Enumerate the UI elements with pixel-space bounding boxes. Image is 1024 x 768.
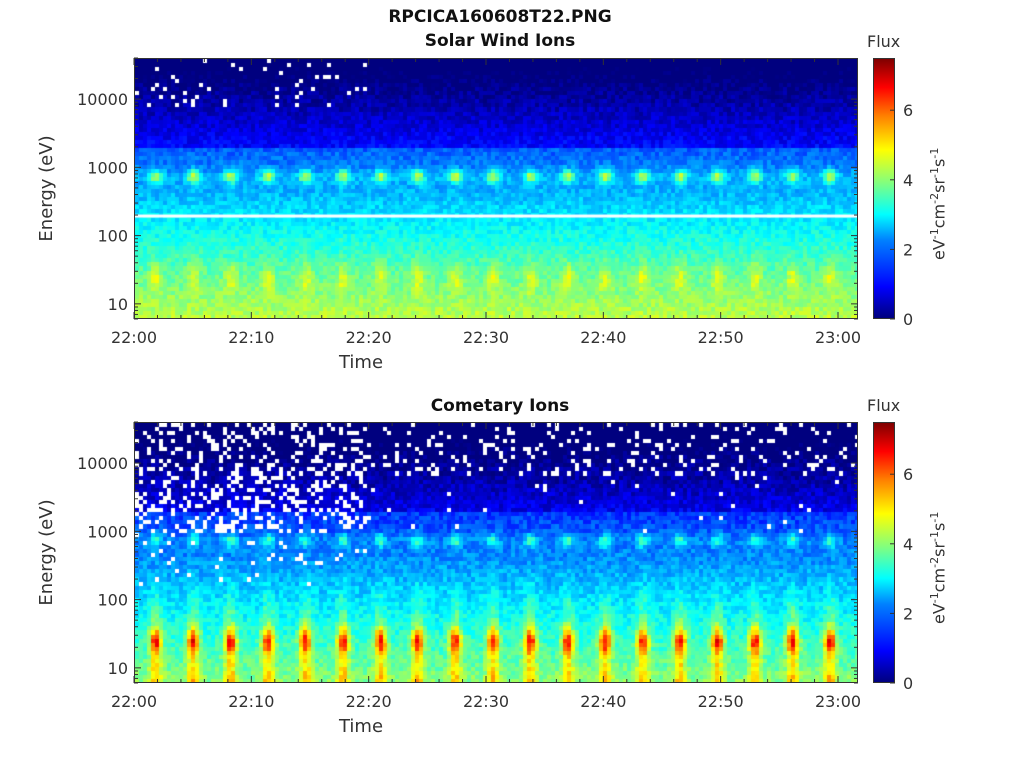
colorbar-tick-label: 2 bbox=[903, 604, 913, 623]
x-tick-label: 22:00 bbox=[111, 692, 157, 711]
y-tick-label: 1000 bbox=[87, 158, 128, 177]
colorbar-tick-label: 0 bbox=[903, 674, 913, 693]
colorbar-1 bbox=[873, 58, 895, 319]
colorbar-2 bbox=[873, 422, 895, 683]
colorbar-2-label: Flux bbox=[867, 396, 901, 415]
colorbar-1-label: Flux bbox=[867, 32, 901, 51]
x-tick-label: 22:50 bbox=[698, 328, 744, 347]
figure-title: RPCICA160608T22.PNG bbox=[388, 7, 612, 27]
cometary-heatmap bbox=[135, 423, 857, 682]
x-tick-label: 22:00 bbox=[111, 328, 157, 347]
x-axis-label: Time bbox=[338, 716, 383, 737]
panel1-title: Solar Wind Ions bbox=[424, 31, 576, 51]
y-tick-label: 10000 bbox=[77, 90, 128, 109]
x-tick-label: 23:00 bbox=[815, 328, 861, 347]
x-tick-label: 22:30 bbox=[463, 328, 509, 347]
y-tick-label: 10000 bbox=[77, 454, 128, 473]
colorbar-tick-label: 6 bbox=[903, 465, 913, 484]
colorbar-tick-label: 4 bbox=[903, 535, 913, 554]
x-tick-label: 22:50 bbox=[698, 692, 744, 711]
y-tick-label: 100 bbox=[97, 591, 128, 610]
y-tick-label: 10 bbox=[108, 659, 128, 678]
colorbar-tick-label: 6 bbox=[903, 101, 913, 120]
x-tick-label: 22:40 bbox=[580, 692, 626, 711]
x-tick-label: 22:30 bbox=[463, 692, 509, 711]
y-tick-label: 10 bbox=[108, 295, 128, 314]
y-axis-label: Energy (eV) bbox=[36, 135, 57, 241]
colorbar-tick-label: 0 bbox=[903, 310, 913, 329]
panel2-title: Cometary Ions bbox=[430, 396, 570, 416]
x-tick-label: 22:10 bbox=[228, 328, 274, 347]
colorbar-tick-label: 2 bbox=[903, 240, 913, 259]
x-tick-label: 22:40 bbox=[580, 328, 626, 347]
y-axis-label: Energy (eV) bbox=[36, 499, 57, 605]
solar-wind-heatmap bbox=[135, 59, 857, 318]
colorbar-tick-label: 4 bbox=[903, 171, 913, 190]
y-tick-label: 1000 bbox=[87, 522, 128, 541]
x-tick-label: 22:10 bbox=[228, 692, 274, 711]
cometary-spectrogram bbox=[134, 422, 858, 683]
x-tick-label: 22:20 bbox=[346, 692, 392, 711]
x-axis-label: Time bbox=[338, 352, 383, 373]
x-tick-label: 23:00 bbox=[815, 692, 861, 711]
solar-wind-spectrogram bbox=[134, 58, 858, 319]
x-tick-label: 22:20 bbox=[346, 328, 392, 347]
y-tick-label: 100 bbox=[97, 227, 128, 246]
